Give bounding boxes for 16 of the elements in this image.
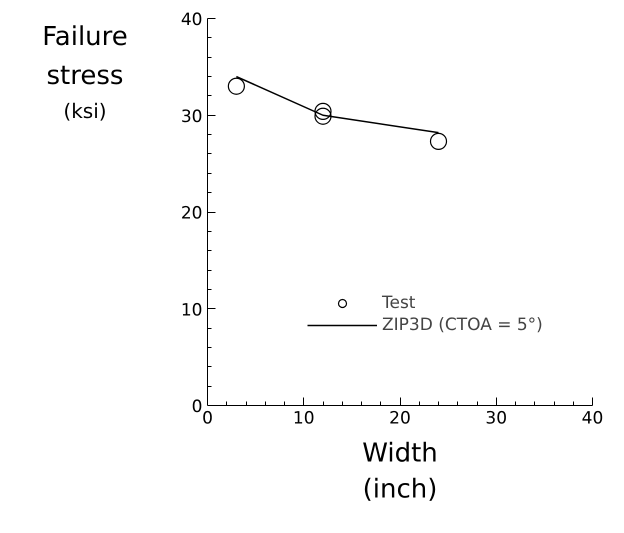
x-tick-label: 30 bbox=[485, 408, 508, 428]
y-tick-label: 40 bbox=[180, 10, 203, 30]
x-tick-label: 20 bbox=[389, 408, 411, 428]
y-tick-label: 30 bbox=[180, 106, 203, 127]
x-tick-label: 40 bbox=[582, 408, 604, 428]
point bbox=[430, 132, 448, 150]
point bbox=[314, 102, 332, 120]
point bbox=[228, 78, 245, 95]
x-axis-title: Width (inch) bbox=[362, 438, 438, 504]
legend-label: ZIP3D (CTOA = 5°) bbox=[382, 315, 543, 335]
y-axis-title: Failure stress (ksi) bbox=[42, 21, 128, 125]
x-tick-label: 10 bbox=[292, 408, 315, 428]
y-tick-label: 20 bbox=[180, 204, 203, 224]
point bbox=[314, 108, 332, 125]
legend-label: Test bbox=[382, 293, 416, 313]
y-tick-label: 10 bbox=[180, 300, 203, 320]
